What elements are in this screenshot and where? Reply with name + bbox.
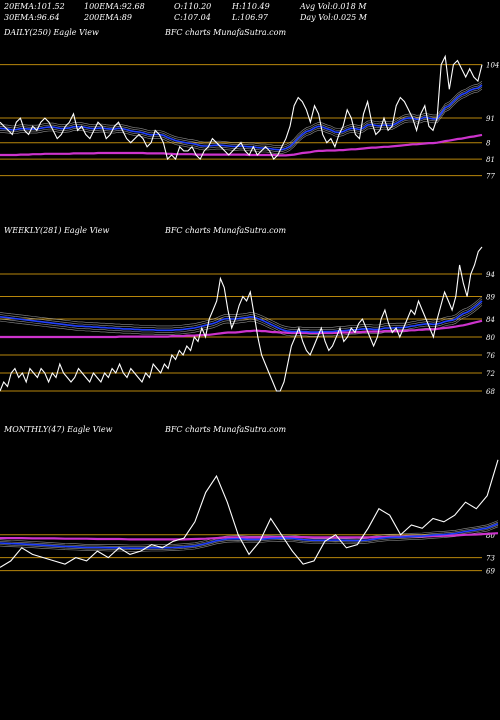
monthly-level-label: 80: [486, 532, 495, 540]
weekly-level-label: 89: [486, 294, 495, 302]
daily-ma-band-line: [0, 82, 483, 148]
weekly-level-label: 68: [486, 388, 495, 396]
weekly-level-label: 84: [486, 316, 495, 324]
daily-level-label: 77: [486, 173, 495, 181]
weekly-level-label: 94: [486, 271, 495, 279]
hdr-high: H:110.49: [232, 2, 270, 11]
daily-price-line: [0, 54, 483, 161]
hdr-day-vol: Day Vol:0.025 M: [300, 13, 367, 22]
weekly-level-label: 72: [486, 370, 495, 378]
weekly-level-label: 76: [486, 352, 495, 360]
daily-panel-watermark: BFC charts MunafaSutra.com: [165, 28, 287, 37]
monthly-price-line: [0, 459, 499, 568]
monthly-level-label: 69: [486, 568, 495, 576]
daily-ema-slow-line: [0, 133, 483, 157]
monthly-panel-label: MONTHLY(47) Eagle View: [4, 425, 113, 434]
daily-level-label: 91: [486, 115, 495, 123]
hdr-30ema: 30EMA:96.64: [4, 13, 60, 22]
hdr-avg-vol: Avg Vol:0.018 M: [300, 2, 367, 11]
weekly-panel-label: WEEKLY(281) Eagle View: [4, 226, 110, 235]
hdr-close: C:107.04: [174, 13, 211, 22]
hdr-open: O:110.20: [174, 2, 212, 11]
hdr-low: L:106.97: [232, 13, 269, 22]
monthly-ema-fast-line: [0, 522, 499, 549]
daily-level-label: 81: [486, 156, 495, 164]
weekly-panel-watermark: BFC charts MunafaSutra.com: [165, 226, 287, 235]
monthly-ma-band-line: [0, 520, 499, 546]
daily-level-label: 8: [486, 140, 491, 148]
monthly-ma-band-line: [0, 526, 499, 552]
weekly-level-label: 80: [486, 334, 495, 342]
monthly-ma-band-line: [0, 525, 499, 550]
weekly-price-line: [0, 246, 483, 392]
weekly-ma-band-line: [0, 298, 483, 331]
weekly-ema-slow-line: [0, 319, 483, 339]
daily-level-label: 104: [486, 62, 499, 70]
hdr-20ema: 20EMA:101.52: [4, 2, 65, 11]
hdr-100ema: 100EMA:92.68: [84, 2, 145, 11]
weekly-ma-band-line: [0, 302, 483, 335]
daily-ma-band-line: [0, 86, 483, 152]
monthly-panel-watermark: BFC charts MunafaSutra.com: [165, 425, 287, 434]
monthly-level-label: 73: [486, 555, 495, 563]
hdr-200ema: 200EMA:89: [84, 13, 132, 22]
daily-panel-label: DAILY(250) Eagle View: [4, 28, 99, 37]
weekly-ma-band-line: [0, 296, 483, 328]
weekly-ema-fast-line: [0, 300, 483, 333]
daily-ma-band-line: [0, 88, 483, 154]
daily-ema-fast-line: [0, 84, 483, 151]
